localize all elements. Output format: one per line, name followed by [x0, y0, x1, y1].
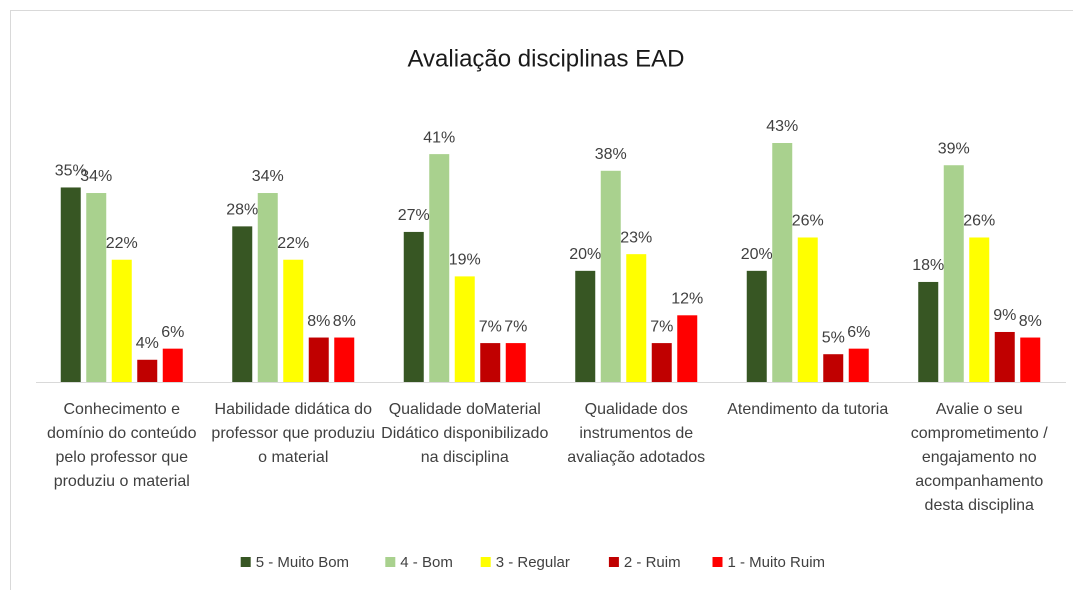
bar	[969, 237, 990, 382]
bar	[918, 281, 939, 382]
bar	[454, 276, 475, 382]
data-label: 19%	[449, 252, 481, 269]
data-label: 18%	[912, 257, 944, 274]
bar	[943, 165, 964, 382]
data-label: 27%	[398, 207, 430, 224]
legend-label: 3 - Regular	[496, 554, 570, 571]
data-label: 8%	[1019, 313, 1042, 330]
x-tick-label: Qualidade doMaterial Didático disponibil…	[381, 401, 549, 466]
bar	[626, 254, 647, 382]
legend-swatch	[480, 557, 491, 567]
bar	[797, 237, 818, 382]
data-label: 28%	[226, 202, 258, 219]
bar	[575, 270, 596, 382]
data-label: 12%	[671, 291, 703, 308]
bar	[823, 354, 844, 382]
legend-swatch	[385, 557, 396, 567]
chart-title: Avaliação disciplinas EAD	[407, 45, 684, 72]
bar	[334, 337, 355, 382]
bar	[480, 343, 501, 382]
x-tick-label: Avalie o seu comprometimento / engajamen…	[910, 401, 1048, 514]
legend-label: 4 - Bom	[400, 554, 453, 571]
x-tick-label: Qualidade dos instrumentos de avaliação …	[567, 401, 706, 466]
bar	[111, 259, 132, 382]
legend-swatch	[608, 557, 619, 567]
bar	[651, 343, 672, 382]
legend-label: 1 - Muito Ruim	[728, 554, 826, 571]
data-label: 4%	[136, 335, 159, 352]
data-label: 26%	[963, 213, 995, 230]
data-label: 20%	[569, 246, 601, 263]
bar	[257, 193, 278, 382]
data-label: 34%	[80, 168, 112, 185]
data-label: 5%	[822, 329, 845, 346]
data-label: 35%	[55, 163, 87, 180]
bar	[137, 359, 158, 382]
bar	[994, 331, 1015, 382]
data-label: 23%	[620, 229, 652, 246]
bar	[86, 193, 107, 382]
data-label: 38%	[595, 146, 627, 163]
x-tick-label: Atendimento da tutoria	[727, 401, 889, 418]
data-label: 22%	[277, 235, 309, 252]
bar	[772, 143, 793, 382]
data-label: 8%	[333, 313, 356, 330]
bar	[162, 348, 183, 382]
bar	[429, 154, 450, 382]
data-label: 26%	[792, 213, 824, 230]
bar	[677, 315, 698, 382]
legend-label: 5 - Muito Bom	[256, 554, 349, 571]
bar	[283, 259, 304, 382]
bar	[746, 270, 767, 382]
chart-border	[10, 10, 1073, 590]
data-label: 8%	[307, 313, 330, 330]
data-label: 7%	[650, 318, 673, 335]
bar	[848, 348, 869, 382]
legend-label: 2 - Ruim	[624, 554, 681, 571]
data-label: 39%	[938, 140, 970, 157]
bar	[60, 187, 81, 382]
data-label: 43%	[766, 118, 798, 135]
data-label: 34%	[252, 168, 284, 185]
bar	[232, 226, 253, 382]
data-label: 22%	[106, 235, 138, 252]
x-tick-label: Conhecimento e domínio do conteúdo pelo …	[47, 401, 197, 490]
bar	[1020, 337, 1041, 382]
data-label: 9%	[993, 307, 1016, 324]
bar	[505, 343, 526, 382]
data-label: 6%	[847, 324, 870, 341]
data-label: 7%	[504, 318, 527, 335]
data-label: 6%	[161, 324, 184, 341]
bar	[403, 231, 424, 382]
legend-swatch	[240, 557, 251, 567]
data-label: 41%	[423, 129, 455, 146]
bar	[600, 170, 621, 382]
bar	[308, 337, 329, 382]
data-label: 7%	[479, 318, 502, 335]
data-label: 20%	[741, 246, 773, 263]
x-tick-label: Habilidade didática do professor que pro…	[211, 401, 376, 466]
legend-swatch	[712, 557, 723, 567]
